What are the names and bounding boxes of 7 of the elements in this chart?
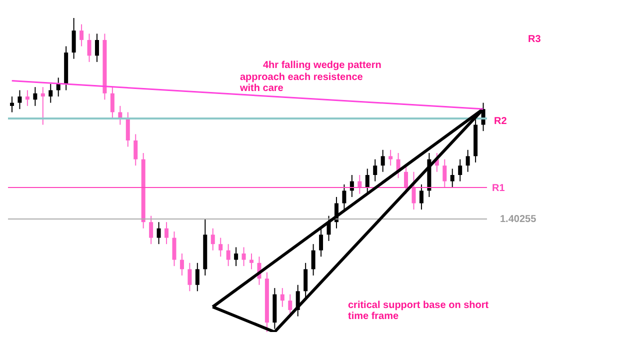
annotation: critical support base on short time frame — [348, 300, 490, 322]
annotation: 4hr falling wedge pattern — [263, 60, 382, 71]
text: 1.40255 — [500, 214, 536, 225]
ref-line-label: R1 — [492, 183, 506, 194]
annotation: approach each resistence with care — [240, 72, 364, 94]
text: R2 — [494, 116, 507, 127]
text: R3 — [528, 34, 541, 45]
